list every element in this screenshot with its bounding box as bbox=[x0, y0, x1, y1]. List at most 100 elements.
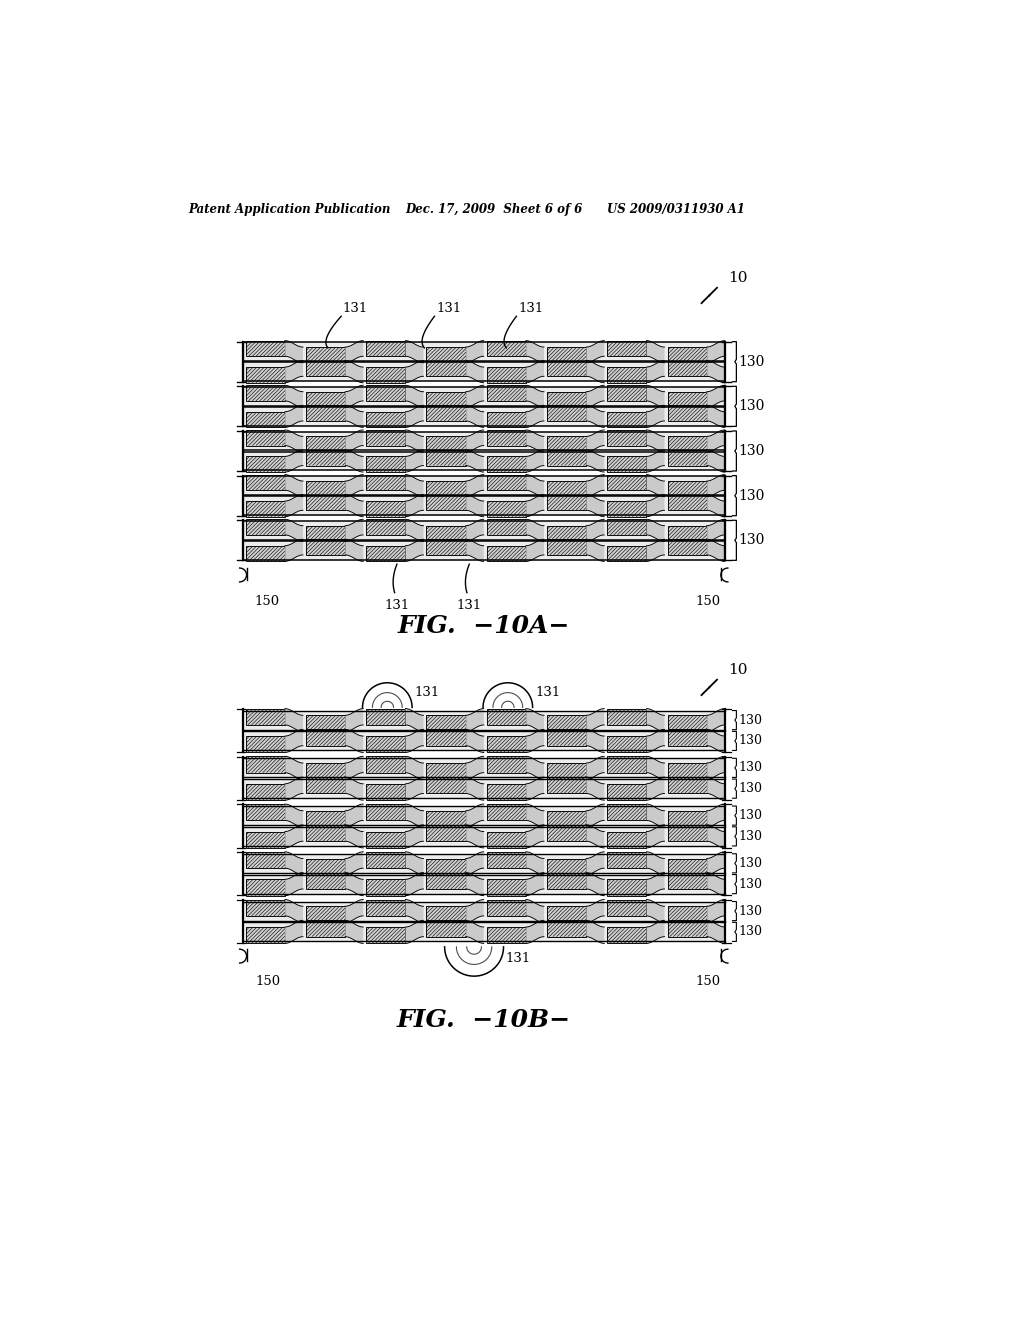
Text: 131: 131 bbox=[384, 599, 410, 612]
Polygon shape bbox=[285, 475, 303, 496]
Polygon shape bbox=[367, 832, 406, 847]
Polygon shape bbox=[426, 540, 466, 554]
Polygon shape bbox=[426, 480, 466, 496]
Polygon shape bbox=[646, 385, 665, 408]
Bar bbox=[243, 902, 725, 920]
Polygon shape bbox=[547, 360, 586, 376]
Polygon shape bbox=[607, 385, 646, 401]
Polygon shape bbox=[586, 730, 604, 752]
Text: FIG.  −10B−: FIG. −10B− bbox=[396, 1008, 570, 1032]
Polygon shape bbox=[345, 540, 364, 561]
Polygon shape bbox=[426, 360, 466, 376]
Polygon shape bbox=[526, 360, 544, 383]
Polygon shape bbox=[406, 804, 424, 828]
Polygon shape bbox=[285, 756, 303, 779]
Polygon shape bbox=[246, 709, 285, 725]
Polygon shape bbox=[486, 879, 526, 896]
Polygon shape bbox=[526, 519, 544, 541]
Text: 130: 130 bbox=[738, 830, 763, 843]
Polygon shape bbox=[547, 540, 586, 554]
Polygon shape bbox=[246, 804, 285, 821]
Polygon shape bbox=[306, 405, 345, 421]
Polygon shape bbox=[367, 519, 406, 535]
Polygon shape bbox=[668, 907, 707, 923]
Polygon shape bbox=[285, 450, 303, 473]
Polygon shape bbox=[367, 502, 406, 516]
Polygon shape bbox=[646, 899, 665, 923]
Polygon shape bbox=[246, 756, 285, 772]
Polygon shape bbox=[586, 851, 604, 875]
Polygon shape bbox=[607, 457, 646, 473]
Polygon shape bbox=[668, 360, 707, 376]
Polygon shape bbox=[246, 475, 285, 490]
Polygon shape bbox=[367, 851, 406, 869]
Polygon shape bbox=[526, 730, 544, 752]
Polygon shape bbox=[246, 545, 285, 561]
Text: 10: 10 bbox=[729, 664, 749, 677]
Polygon shape bbox=[646, 430, 665, 451]
Polygon shape bbox=[646, 873, 665, 896]
Polygon shape bbox=[607, 475, 646, 490]
Polygon shape bbox=[306, 920, 345, 937]
Text: 130: 130 bbox=[738, 488, 765, 503]
Polygon shape bbox=[345, 730, 364, 752]
Bar bbox=[243, 407, 725, 425]
Polygon shape bbox=[246, 412, 285, 428]
Polygon shape bbox=[345, 385, 364, 408]
Polygon shape bbox=[486, 385, 526, 401]
Polygon shape bbox=[668, 920, 707, 937]
Polygon shape bbox=[466, 430, 483, 451]
Polygon shape bbox=[466, 709, 483, 731]
Text: 131: 131 bbox=[518, 302, 544, 314]
Polygon shape bbox=[406, 430, 424, 451]
Polygon shape bbox=[547, 525, 586, 541]
Polygon shape bbox=[246, 367, 285, 383]
Polygon shape bbox=[707, 450, 725, 473]
Polygon shape bbox=[345, 360, 364, 383]
Polygon shape bbox=[285, 825, 303, 847]
Bar bbox=[243, 710, 725, 730]
Polygon shape bbox=[367, 709, 406, 725]
Bar bbox=[243, 477, 725, 495]
Polygon shape bbox=[367, 412, 406, 428]
Polygon shape bbox=[586, 873, 604, 896]
Polygon shape bbox=[646, 730, 665, 752]
Polygon shape bbox=[466, 385, 483, 408]
Polygon shape bbox=[607, 430, 646, 446]
Polygon shape bbox=[646, 756, 665, 779]
Polygon shape bbox=[547, 405, 586, 421]
Polygon shape bbox=[607, 927, 646, 944]
Polygon shape bbox=[668, 540, 707, 554]
Polygon shape bbox=[707, 709, 725, 731]
Polygon shape bbox=[466, 341, 483, 363]
Polygon shape bbox=[486, 899, 526, 916]
Polygon shape bbox=[306, 730, 345, 746]
Polygon shape bbox=[646, 777, 665, 800]
Text: US 2009/0311930 A1: US 2009/0311930 A1 bbox=[607, 203, 744, 216]
Text: 130: 130 bbox=[738, 762, 763, 775]
Polygon shape bbox=[607, 545, 646, 561]
Polygon shape bbox=[466, 540, 483, 561]
Polygon shape bbox=[285, 920, 303, 944]
Polygon shape bbox=[526, 756, 544, 779]
Polygon shape bbox=[646, 475, 665, 496]
Polygon shape bbox=[486, 430, 526, 446]
Polygon shape bbox=[547, 763, 586, 779]
Polygon shape bbox=[607, 709, 646, 725]
Polygon shape bbox=[367, 756, 406, 772]
Polygon shape bbox=[586, 495, 604, 516]
Polygon shape bbox=[246, 457, 285, 473]
Polygon shape bbox=[486, 737, 526, 752]
Text: Dec. 17, 2009  Sheet 6 of 6: Dec. 17, 2009 Sheet 6 of 6 bbox=[406, 203, 583, 216]
Polygon shape bbox=[586, 475, 604, 496]
Polygon shape bbox=[607, 367, 646, 383]
Polygon shape bbox=[345, 920, 364, 944]
Polygon shape bbox=[345, 804, 364, 828]
Polygon shape bbox=[306, 525, 345, 541]
Polygon shape bbox=[345, 899, 364, 923]
Polygon shape bbox=[668, 873, 707, 888]
Polygon shape bbox=[607, 519, 646, 535]
Polygon shape bbox=[526, 475, 544, 496]
Polygon shape bbox=[246, 737, 285, 752]
Polygon shape bbox=[345, 777, 364, 800]
